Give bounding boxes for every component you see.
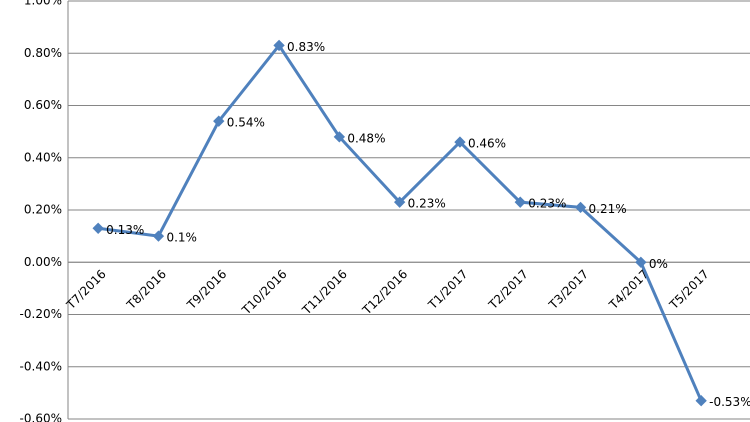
y-tick-label: 0.40%: [24, 150, 62, 164]
marker: [635, 256, 647, 268]
marker: [454, 136, 466, 148]
x-tick-label: T11/2016: [299, 267, 350, 318]
x-tick-label: T10/2016: [239, 267, 290, 318]
data-label: 0.13%: [106, 223, 144, 237]
y-tick-label: 0.80%: [24, 46, 62, 60]
data-label: 0.23%: [408, 197, 446, 211]
x-tick-label: T9/2016: [184, 267, 230, 313]
y-tick-label: 0.20%: [24, 203, 62, 217]
data-label: 0.83%: [287, 40, 325, 54]
data-label: 0.1%: [166, 231, 197, 245]
marker: [514, 196, 526, 208]
y-tick-label: 0.60%: [24, 98, 62, 112]
marker: [152, 230, 165, 242]
x-tick-label: T3/2017: [546, 267, 592, 313]
marker: [273, 39, 285, 52]
marker: [695, 395, 707, 407]
x-tick-label: T7/2016: [63, 267, 109, 313]
x-tick-label: T8/2016: [123, 267, 169, 313]
data-label: 0.46%: [468, 137, 506, 151]
x-tick-label: T5/2017: [666, 267, 712, 313]
marker: [574, 201, 587, 214]
x-tick-label: T2/2017: [485, 267, 531, 313]
y-tick-label: -0.40%: [20, 359, 62, 373]
y-tick-label: 0.00%: [24, 255, 62, 269]
y-tick-label: 1.00%: [24, 0, 62, 8]
marker: [393, 196, 406, 208]
data-label: 0.48%: [347, 131, 385, 145]
x-tick-label: T12/2016: [359, 267, 410, 318]
data-label: 0.23%: [528, 197, 566, 211]
data-label: 0%: [649, 257, 668, 271]
x-tick-label: T1/2017: [425, 267, 471, 313]
marker: [92, 222, 104, 234]
data-label: -0.53%: [709, 395, 750, 409]
line: [97, 42, 703, 402]
y-tick-label: -0.60%: [20, 412, 62, 422]
data-label: 0.54%: [227, 116, 265, 130]
data-label: 0.21%: [589, 202, 627, 216]
y-tick-label: -0.20%: [20, 307, 62, 321]
marker: [333, 131, 346, 143]
